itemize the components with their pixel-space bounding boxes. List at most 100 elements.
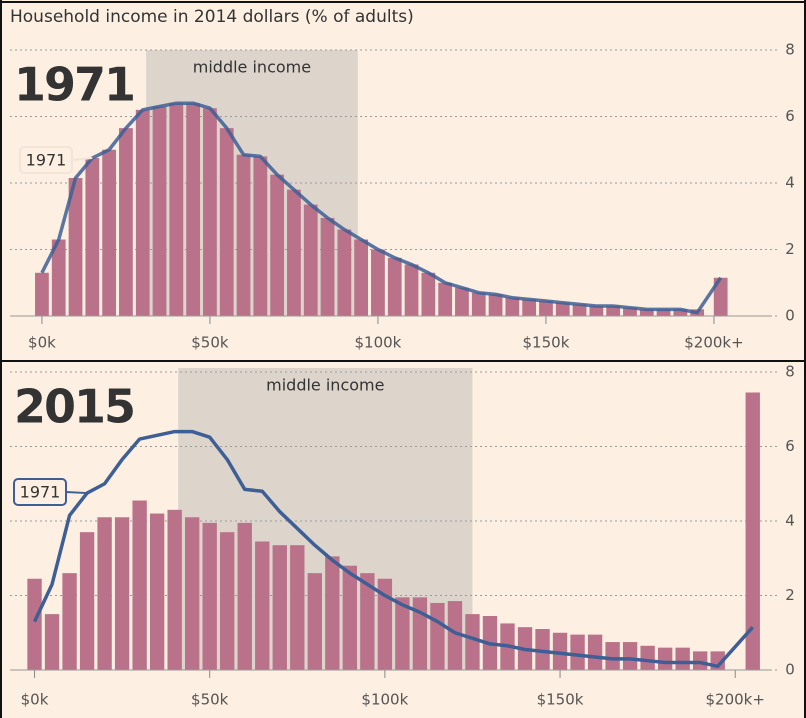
y-tick-label: 0 xyxy=(785,307,795,325)
bar xyxy=(377,578,393,670)
x-tick-label: $0k xyxy=(28,334,56,352)
band-label: middle income xyxy=(193,58,311,77)
line-1971 xyxy=(32,429,755,669)
bar xyxy=(387,257,402,316)
bar xyxy=(570,634,585,670)
y-tick-label: 6 xyxy=(785,437,795,455)
bar xyxy=(465,614,480,670)
bar xyxy=(169,103,184,316)
bar xyxy=(354,239,369,316)
y-tick-label: 8 xyxy=(785,41,795,59)
bar xyxy=(186,103,201,316)
bar xyxy=(68,178,83,316)
bar xyxy=(255,541,270,670)
line-label-connector xyxy=(71,157,93,161)
y-tick-label: 0 xyxy=(785,661,795,679)
x-tick-label: $200k+ xyxy=(706,691,765,709)
x-tick-label: $150k xyxy=(537,691,584,709)
bar xyxy=(44,614,60,670)
bar xyxy=(745,392,760,670)
bar xyxy=(237,522,252,670)
bar xyxy=(236,154,251,316)
chart-title: Household income in 2014 dollars (% of a… xyxy=(10,7,414,27)
bar xyxy=(555,302,570,316)
bar xyxy=(337,229,352,316)
bar xyxy=(220,532,235,670)
line-label-box xyxy=(13,478,67,506)
bar xyxy=(219,128,234,316)
x-tick-label: $50k xyxy=(191,334,229,352)
bar xyxy=(539,301,553,316)
bar xyxy=(505,297,520,316)
bar xyxy=(97,517,112,670)
y-tick-label: 2 xyxy=(785,240,795,258)
bar xyxy=(202,522,217,670)
band-label: middle income xyxy=(266,376,384,395)
bar xyxy=(430,602,445,670)
bar xyxy=(606,306,621,316)
bar xyxy=(360,573,375,670)
x-tick-label: $150k xyxy=(523,334,570,352)
x-tick-label: $100k xyxy=(355,334,402,352)
bar xyxy=(404,264,419,316)
bar xyxy=(572,304,587,316)
bar xyxy=(622,642,638,670)
bar xyxy=(287,189,301,316)
bar xyxy=(135,109,150,316)
panel-year: 2015 xyxy=(14,380,134,434)
bar xyxy=(673,309,688,316)
bar xyxy=(623,307,637,316)
bar xyxy=(114,517,130,670)
y-tick-label: 2 xyxy=(785,586,795,604)
bar xyxy=(203,108,217,316)
bar xyxy=(303,204,318,316)
bar xyxy=(27,578,42,670)
line-label: 1971 xyxy=(26,151,67,170)
y-tick-label: 6 xyxy=(785,107,795,125)
bar xyxy=(290,545,305,670)
bar xyxy=(471,292,486,316)
bar xyxy=(132,500,147,670)
x-tick-label: $50k xyxy=(191,691,229,709)
bar xyxy=(639,309,654,316)
bar xyxy=(102,149,117,316)
bar xyxy=(79,532,95,670)
bar xyxy=(447,601,463,670)
bar xyxy=(395,597,410,670)
bar xyxy=(535,629,550,670)
bar xyxy=(656,309,671,316)
bar xyxy=(320,217,335,316)
y-tick-label: 8 xyxy=(785,363,795,381)
bar xyxy=(149,513,165,670)
bar xyxy=(35,272,49,316)
bar xyxy=(640,645,655,670)
bar xyxy=(184,517,200,670)
bar xyxy=(713,277,728,316)
bar xyxy=(325,556,340,670)
bar xyxy=(589,306,604,316)
bar xyxy=(693,651,708,670)
x-tick-label: $200k+ xyxy=(684,334,743,352)
line-1971 xyxy=(40,101,723,315)
bar xyxy=(253,156,268,316)
bar xyxy=(605,642,620,670)
bar xyxy=(152,106,167,317)
bar xyxy=(675,647,690,670)
bar xyxy=(371,249,385,316)
bar xyxy=(552,632,568,670)
bar xyxy=(85,158,100,316)
bar xyxy=(438,282,453,316)
line-label-connector xyxy=(65,491,88,495)
bar xyxy=(421,272,436,316)
bar xyxy=(167,509,182,670)
line-label: 1971 xyxy=(20,483,61,502)
bar xyxy=(522,299,537,316)
bar xyxy=(270,174,285,316)
y-tick-label: 4 xyxy=(785,512,795,530)
bar xyxy=(488,294,503,316)
bar xyxy=(307,573,322,670)
bar xyxy=(272,545,287,670)
y-tick-label: 4 xyxy=(785,174,795,192)
bar xyxy=(657,647,673,670)
